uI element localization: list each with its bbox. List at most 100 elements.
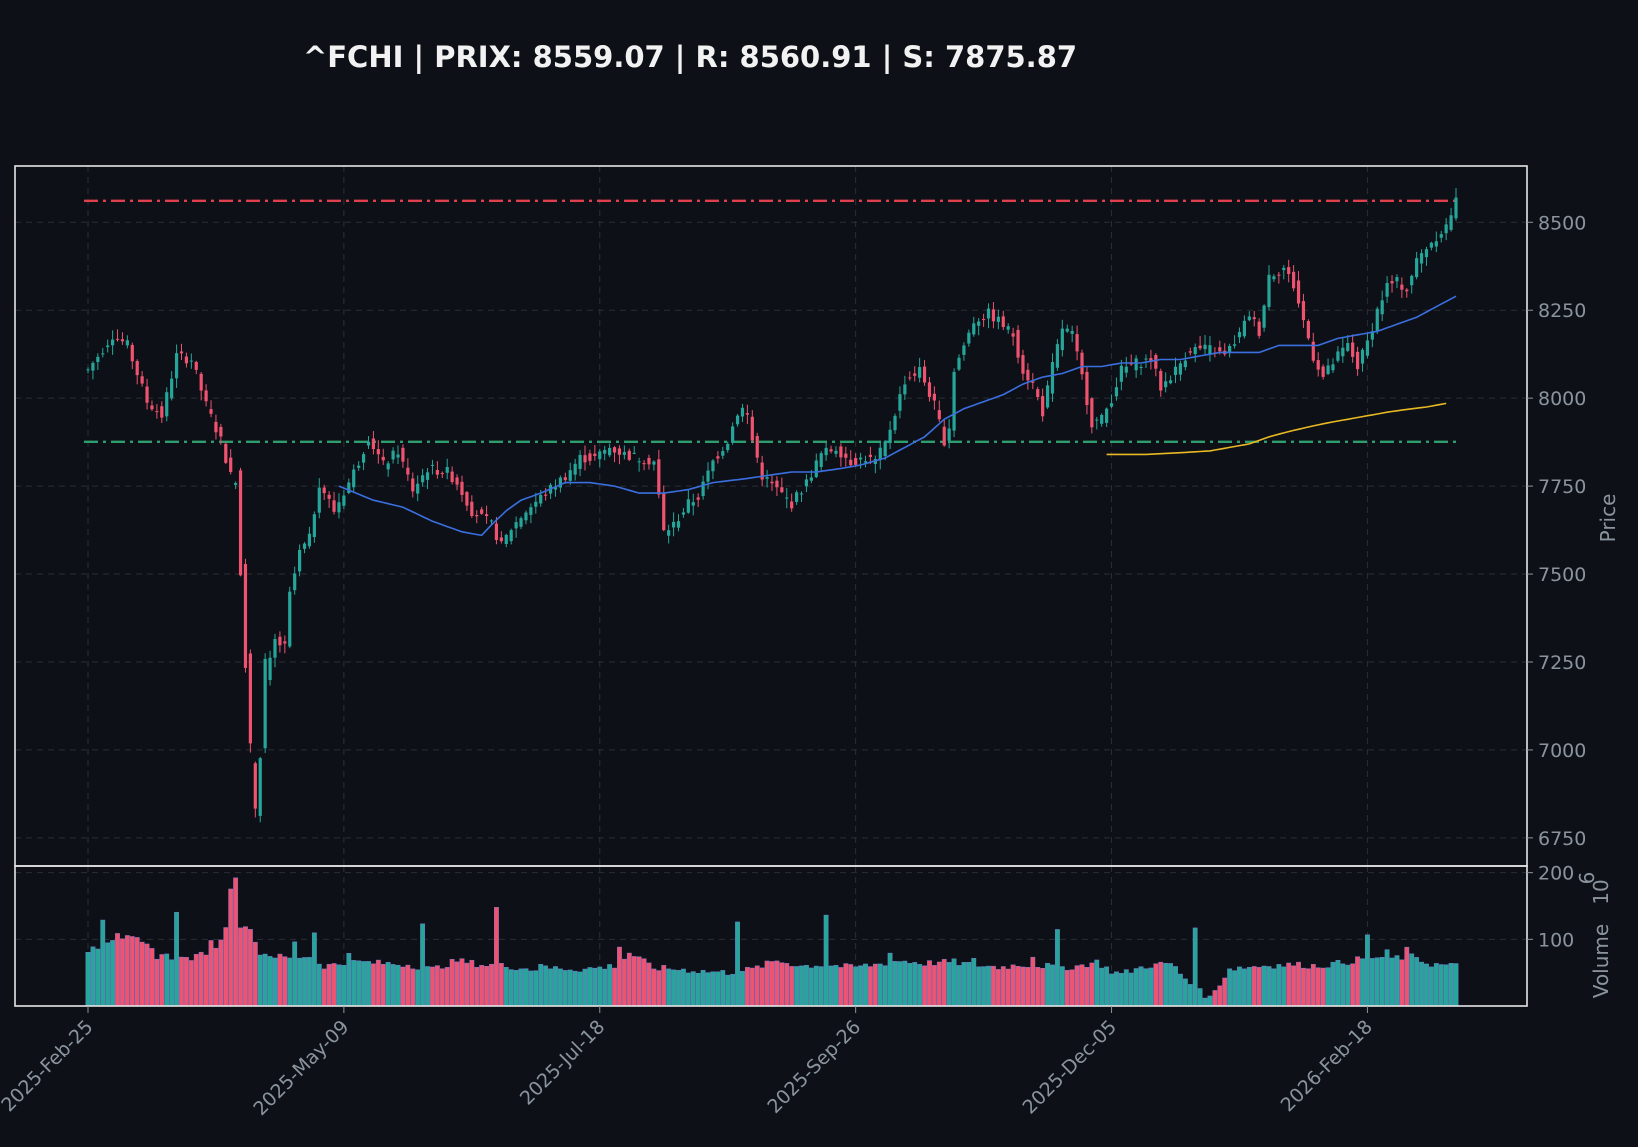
volume-bar — [621, 958, 627, 1007]
candle-body — [499, 537, 503, 542]
volume-bar — [149, 948, 155, 1007]
candle-body — [194, 361, 198, 370]
volume-bar — [454, 961, 460, 1007]
candle-body — [878, 447, 882, 461]
candle-body — [1454, 197, 1458, 219]
volume-bar — [474, 966, 480, 1007]
candle-body — [863, 461, 868, 463]
volume-bar — [1261, 965, 1267, 1007]
candle-body — [312, 514, 316, 537]
candle-body — [1321, 366, 1325, 377]
candle-body — [937, 410, 941, 420]
candle-body — [327, 494, 331, 499]
candle-body — [1114, 387, 1119, 397]
candle-body — [1134, 358, 1138, 371]
candle-body — [1016, 329, 1020, 358]
volume-bar — [405, 964, 411, 1007]
volume-bar — [936, 961, 942, 1007]
volume-bar — [690, 971, 696, 1007]
volume-bar — [744, 967, 750, 1007]
candle-body — [1242, 320, 1247, 337]
volume-bar — [479, 965, 485, 1007]
volume-bar — [1040, 968, 1046, 1007]
candle-body — [1410, 275, 1414, 286]
candle-body — [770, 481, 774, 484]
candle-body — [1045, 385, 1050, 408]
candle-body — [735, 415, 740, 425]
volume-bar — [105, 942, 111, 1007]
candle-body — [1400, 284, 1404, 290]
volume-bar — [538, 964, 544, 1007]
price-tick-label: 7500 — [1538, 564, 1586, 586]
candle-body — [1198, 345, 1202, 349]
volume-bar — [853, 966, 859, 1007]
volume-bar — [1251, 966, 1257, 1007]
candle-body — [1360, 349, 1365, 364]
volume-bar — [587, 967, 593, 1007]
volume-bar — [897, 961, 903, 1007]
volume-bar — [1187, 984, 1193, 1007]
volume-bar — [1059, 966, 1065, 1007]
volume-bar — [503, 967, 509, 1007]
candle-body — [578, 454, 582, 469]
volume-bar — [971, 957, 977, 1007]
volume-bar — [247, 929, 253, 1007]
moving-average-short — [338, 295, 1457, 537]
volume-bar — [705, 972, 711, 1007]
candle-body — [750, 416, 754, 441]
volume-bar — [1237, 966, 1242, 1007]
volume-bar — [1064, 970, 1070, 1007]
volume-bar — [681, 968, 686, 1007]
candle-body — [726, 443, 730, 451]
volume-bar — [316, 963, 322, 1007]
volume-bar — [228, 888, 234, 1007]
volume-bar — [597, 966, 603, 1007]
volume-bar — [1202, 997, 1208, 1007]
volume-axis-label: Volume — [1589, 924, 1613, 998]
volume-bar — [272, 957, 278, 1007]
volume-bar — [179, 956, 184, 1007]
volume-bar — [262, 953, 268, 1007]
volume-bar — [1379, 957, 1385, 1007]
candle-body — [854, 458, 858, 465]
volume-bar — [636, 956, 642, 1007]
volume-bar — [671, 969, 676, 1007]
candle-body — [1262, 305, 1266, 328]
candle-body — [322, 487, 326, 494]
candle-body — [922, 366, 927, 383]
candle-body — [731, 426, 735, 443]
volume-bar — [1079, 964, 1085, 1007]
support-resistance-lines — [84, 199, 1460, 444]
candle-body — [1232, 344, 1237, 346]
candle-body — [1341, 347, 1345, 357]
volume-bar — [1266, 966, 1272, 1007]
candle-body — [829, 449, 833, 452]
volume-bar — [779, 962, 785, 1007]
volume-bar — [1197, 988, 1203, 1007]
candle-body — [278, 636, 282, 646]
volume-bar — [1384, 949, 1390, 1007]
candle-body — [445, 466, 449, 473]
volume-bar — [110, 940, 116, 1007]
volume-bar — [1158, 961, 1164, 1007]
candle-body — [101, 353, 105, 355]
volume-bar — [1030, 956, 1036, 1007]
volume-bar — [1433, 963, 1439, 1007]
volume-bar — [489, 963, 494, 1007]
volume-bar — [1276, 964, 1282, 1007]
volume-bar — [1315, 967, 1321, 1007]
candle-body — [130, 344, 134, 362]
candle-body — [952, 371, 956, 431]
candle-body — [465, 492, 469, 506]
candle-body — [302, 543, 307, 549]
volume-bar — [1325, 967, 1331, 1007]
volume-bar — [459, 958, 465, 1007]
volume-bar — [631, 956, 637, 1007]
candle-body — [903, 384, 907, 395]
volume-bar — [1428, 966, 1434, 1007]
volume-bar — [95, 948, 101, 1007]
candle-body — [1267, 274, 1271, 307]
volume-bar — [951, 958, 957, 1007]
moving-average-lines — [338, 295, 1457, 537]
candle-body — [234, 483, 238, 485]
